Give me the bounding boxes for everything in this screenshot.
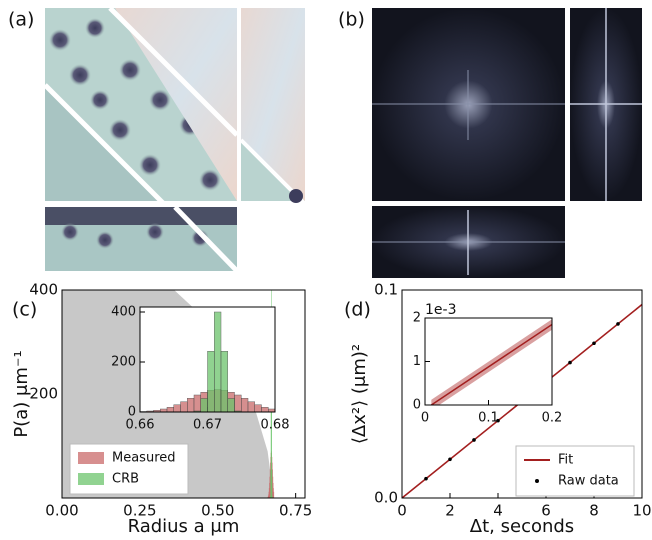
x-tick-label: 4: [493, 502, 503, 520]
x-tick-label: 6: [541, 502, 551, 520]
histogram-bar: [268, 494, 269, 498]
y-tick-label: 1: [413, 354, 421, 369]
x-tick-label: 0: [421, 411, 429, 426]
panel-a-image: [43, 6, 307, 273]
legend-swatch: [78, 452, 104, 464]
y-tick-label: 0: [413, 398, 421, 413]
histogram-bar: [272, 476, 274, 498]
histogram-bar: [269, 469, 271, 498]
legend-marker: [535, 479, 539, 483]
histogram-bar: [271, 371, 272, 498]
y-axis-label: ⟨Δx²⟩ (μm)²: [349, 344, 370, 444]
x-tick-label: 0: [397, 502, 407, 520]
histogram-bar: [227, 398, 235, 412]
histogram-bar: [267, 496, 269, 498]
x-tick-label: 0.67: [193, 418, 222, 433]
histogram-bar: [241, 398, 249, 412]
data-point: [568, 360, 572, 365]
histogram-bar: [247, 401, 255, 412]
legend-label: Fit: [558, 453, 573, 468]
histogram-bar: [271, 469, 273, 498]
y-tick-label: 400: [29, 281, 58, 299]
panel-label: (b): [338, 9, 365, 31]
panel-label: (c): [12, 299, 37, 321]
histogram-bar: [269, 476, 271, 498]
x-axis-label: Radius a μm: [128, 516, 240, 537]
histogram-bar: [187, 398, 195, 412]
x-tick-label: 10: [632, 502, 651, 520]
histogram-bar: [180, 401, 188, 412]
legend-box: [515, 445, 635, 497]
data-point: [616, 322, 620, 326]
y-tick-label: 200: [111, 355, 136, 370]
x-tick-label: 0.00: [45, 502, 78, 520]
data-point: [496, 418, 500, 423]
x-tick-label: 0.66: [126, 418, 155, 433]
histogram-bar: [273, 491, 275, 498]
histogram-bar: [261, 407, 269, 412]
x-axis-label: Δt, seconds: [470, 516, 574, 537]
histogram-bar: [254, 404, 262, 412]
legend-label: CRB: [112, 472, 139, 487]
x-tick-label: 0.1: [478, 411, 499, 426]
histogram-bar: [269, 482, 270, 498]
histogram-bar: [273, 488, 274, 498]
histogram-bar: [166, 407, 174, 412]
panel-label: (d): [344, 299, 371, 321]
histogram-bar: [270, 371, 272, 498]
x-tick-label: 0.2: [542, 411, 563, 426]
y-tick-label: 2: [413, 311, 421, 326]
axes-frame: [139, 306, 276, 413]
histogram-bar: [268, 488, 270, 498]
y-tick-label: 0: [128, 405, 136, 420]
histogram-bar: [270, 495, 271, 498]
legend-swatch: [78, 473, 104, 485]
fit-line: [430, 323, 552, 405]
data-point: [592, 341, 596, 346]
legend-label: Measured: [112, 451, 176, 466]
histogram-bar: [271, 462, 273, 498]
histogram-bar: [267, 495, 269, 498]
y-tick-label: 0.1: [374, 281, 398, 299]
x-tick-label: 2: [445, 502, 455, 520]
x-tick-label: 0.25: [123, 502, 156, 520]
histogram-bar: [271, 495, 273, 498]
histogram-bar: [270, 469, 272, 498]
histogram-bar: [200, 398, 208, 412]
x-tick-label: 0.50: [201, 502, 234, 520]
data-point: [424, 476, 428, 481]
histogram-bar: [272, 482, 274, 498]
histogram-bar: [268, 408, 275, 412]
y-tick-label: 200: [29, 385, 58, 403]
axis-offset: 1e-3: [425, 302, 456, 318]
x-tick-label: 8: [589, 502, 599, 520]
histogram-bar: [173, 404, 181, 412]
histogram-bar: [193, 394, 201, 412]
x-tick-label: 0.75: [279, 502, 312, 520]
y-tick-label: 0.0: [374, 489, 398, 507]
histogram-bar: [270, 462, 271, 498]
axes-frame: [61, 289, 306, 499]
data-point: [472, 438, 476, 442]
axes-frame: [401, 289, 643, 499]
histogram-bar: [214, 311, 222, 412]
histogram-bar: [234, 394, 242, 412]
panel-b-image: [372, 8, 642, 278]
y-tick-label: 400: [111, 305, 136, 320]
histogram-bar: [207, 351, 215, 412]
error-band: [431, 319, 552, 405]
x-tick-label: 0.68: [261, 418, 290, 433]
panel-label: (a): [8, 9, 34, 31]
y-axis-label: P(a) μm⁻¹: [11, 350, 32, 437]
data-point: [448, 457, 452, 462]
histogram-bar: [220, 351, 228, 412]
axes-frame: [424, 317, 553, 406]
legend-label: Raw data: [558, 474, 619, 489]
histogram-bar: [272, 469, 273, 498]
histogram-bar: [268, 491, 270, 498]
